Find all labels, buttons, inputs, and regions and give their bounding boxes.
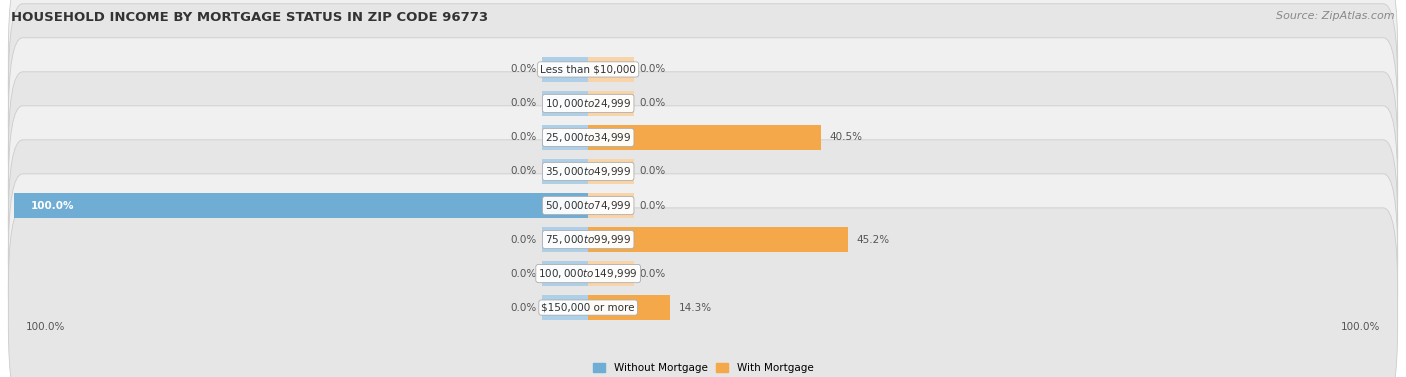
Text: $35,000 to $49,999: $35,000 to $49,999 [546,165,631,178]
Bar [588,193,634,218]
Text: Less than $10,000: Less than $10,000 [540,64,636,74]
FancyBboxPatch shape [8,38,1398,237]
Text: $25,000 to $34,999: $25,000 to $34,999 [546,131,631,144]
Bar [588,125,821,150]
Bar [543,227,588,252]
Text: 40.5%: 40.5% [830,132,862,143]
Bar [543,125,588,150]
Text: 0.0%: 0.0% [640,64,666,74]
Text: $100,000 to $149,999: $100,000 to $149,999 [538,267,638,280]
Text: 0.0%: 0.0% [510,64,537,74]
Text: 0.0%: 0.0% [640,98,666,109]
Text: 0.0%: 0.0% [510,234,537,245]
Text: $10,000 to $24,999: $10,000 to $24,999 [546,97,631,110]
Text: 100.0%: 100.0% [31,201,75,210]
Legend: Without Mortgage, With Mortgage: Without Mortgage, With Mortgage [593,363,813,373]
Bar [588,91,634,116]
Bar [543,159,588,184]
FancyBboxPatch shape [8,72,1398,271]
Text: $50,000 to $74,999: $50,000 to $74,999 [546,199,631,212]
Text: 0.0%: 0.0% [510,132,537,143]
Text: Source: ZipAtlas.com: Source: ZipAtlas.com [1277,11,1395,21]
FancyBboxPatch shape [8,106,1398,305]
Bar [588,295,671,320]
Bar [588,159,634,184]
Bar [588,261,634,286]
Bar [543,91,588,116]
Bar [588,57,634,82]
Text: HOUSEHOLD INCOME BY MORTGAGE STATUS IN ZIP CODE 96773: HOUSEHOLD INCOME BY MORTGAGE STATUS IN Z… [11,11,488,24]
Bar [588,227,848,252]
Text: $75,000 to $99,999: $75,000 to $99,999 [546,233,631,246]
FancyBboxPatch shape [8,174,1398,373]
Text: 0.0%: 0.0% [640,167,666,176]
Text: 14.3%: 14.3% [679,303,711,313]
Bar [14,193,588,218]
FancyBboxPatch shape [8,0,1398,169]
Text: 100.0%: 100.0% [1341,322,1381,332]
Text: 45.2%: 45.2% [856,234,890,245]
Text: 0.0%: 0.0% [640,268,666,279]
Text: 0.0%: 0.0% [510,167,537,176]
Text: 0.0%: 0.0% [510,303,537,313]
FancyBboxPatch shape [8,208,1398,377]
Text: 0.0%: 0.0% [510,98,537,109]
Bar [543,295,588,320]
Text: 100.0%: 100.0% [25,322,65,332]
Bar [543,57,588,82]
FancyBboxPatch shape [8,4,1398,203]
Text: $150,000 or more: $150,000 or more [541,303,636,313]
FancyBboxPatch shape [8,140,1398,339]
Text: 0.0%: 0.0% [510,268,537,279]
Text: 0.0%: 0.0% [640,201,666,210]
Bar [543,261,588,286]
